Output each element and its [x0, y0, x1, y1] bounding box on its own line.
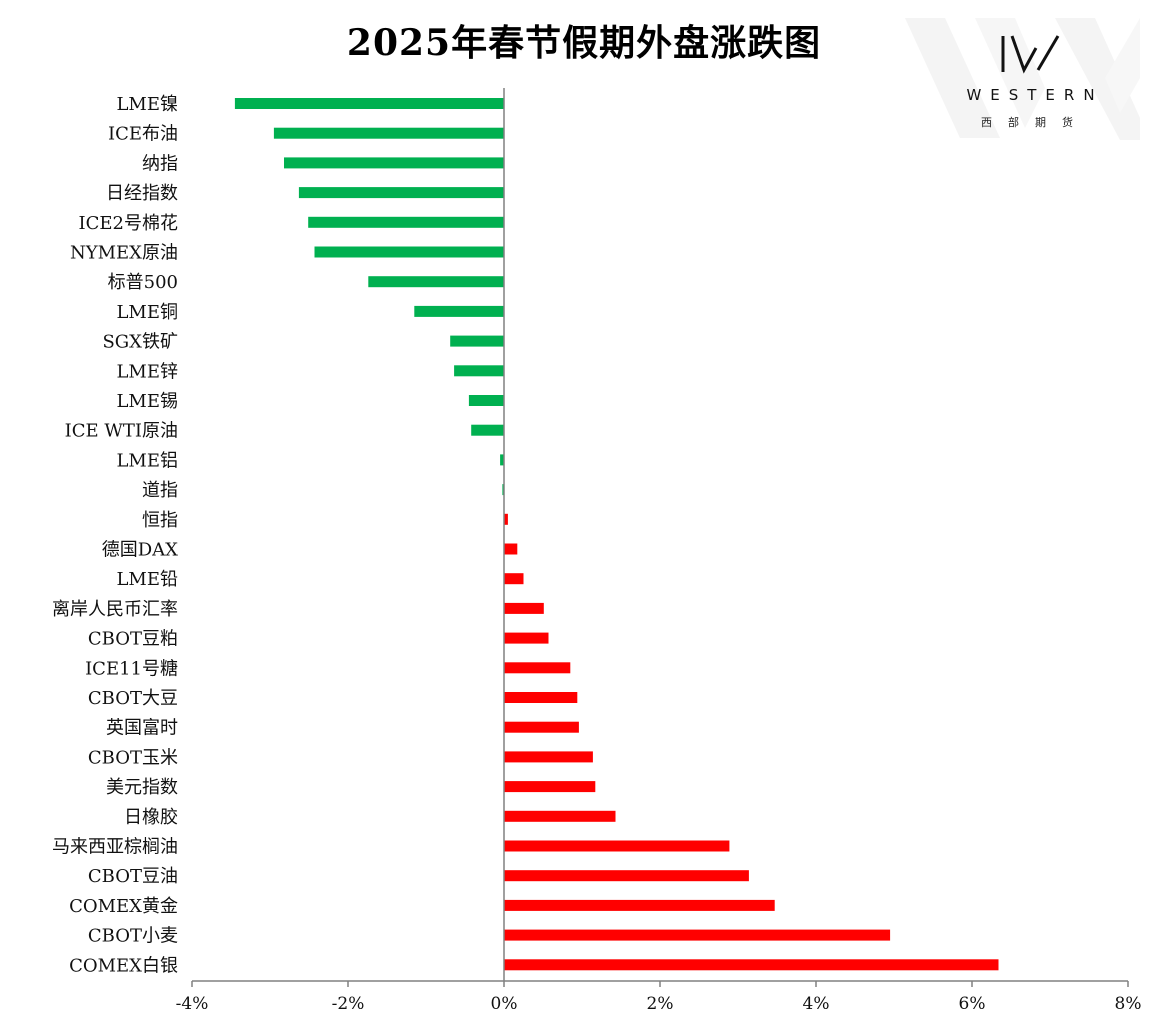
- bar: [504, 870, 749, 882]
- category-label: CBOT玉米: [88, 747, 178, 768]
- logo-watermark-graphic: [905, 18, 1140, 140]
- bar: [504, 840, 730, 852]
- bar: [234, 98, 504, 109]
- bar: [504, 632, 549, 644]
- x-tick-label: 4%: [803, 994, 830, 1014]
- bar: [368, 276, 504, 288]
- category-label: ICE WTI原油: [65, 421, 178, 442]
- category-label: LME铜: [116, 302, 178, 323]
- bar: [314, 246, 504, 258]
- category-label: 恒指: [142, 510, 178, 531]
- category-label: 美元指数: [106, 777, 178, 798]
- category-label: LME铝: [116, 450, 178, 471]
- category-label: 纳指: [142, 153, 178, 174]
- western-w-icon: [1001, 35, 1060, 74]
- category-label: NYMEX原油: [70, 243, 178, 264]
- x-tick-label: 6%: [959, 994, 986, 1014]
- bar: [504, 573, 524, 585]
- category-label: 标普500: [108, 272, 178, 293]
- category-label: CBOT豆粕: [88, 629, 178, 650]
- logo-subtitle: 西部期货: [981, 116, 1089, 129]
- bar: [450, 335, 504, 347]
- category-label: 日经指数: [106, 183, 178, 204]
- category-label: 道指: [142, 480, 178, 501]
- bar: [298, 187, 504, 199]
- bar: [308, 216, 504, 228]
- x-tick-label: -4%: [176, 994, 209, 1014]
- bar: [504, 929, 891, 941]
- bar: [504, 692, 578, 703]
- x-tick-label: 0%: [491, 994, 518, 1014]
- category-label: 日橡胶: [124, 807, 178, 828]
- bar: [468, 395, 504, 406]
- bar: [500, 454, 504, 466]
- bar: [454, 365, 504, 377]
- bar: [471, 424, 504, 436]
- bar: [504, 543, 518, 555]
- category-label: CBOT豆油: [88, 866, 178, 887]
- x-tick-label: -2%: [332, 994, 365, 1014]
- bar: [504, 899, 775, 911]
- category-label: 马来西亚棕榈油: [52, 837, 178, 858]
- bar: [284, 157, 504, 169]
- bar: [504, 810, 616, 822]
- category-label: 英国富时: [106, 718, 178, 739]
- bar: [504, 781, 596, 793]
- chart-title: 2025年春节假期外盘涨跌图: [346, 22, 822, 64]
- bar: [273, 127, 504, 139]
- western-logo: WESTERN 西部期货: [905, 18, 1140, 140]
- bar: [504, 959, 999, 971]
- category-label: 离岸人民币汇率: [52, 599, 178, 620]
- category-label: CBOT大豆: [88, 688, 178, 709]
- category-label: LME锌: [116, 361, 178, 382]
- bar: [504, 751, 593, 763]
- category-label: ICE2号棉花: [79, 213, 178, 234]
- category-label: 德国DAX: [102, 540, 178, 561]
- category-label: ICE11号糖: [85, 658, 178, 679]
- bar: [414, 305, 504, 317]
- category-label: COMEX黄金: [69, 896, 178, 917]
- category-label: LME镍: [116, 94, 178, 115]
- bar: [504, 602, 544, 614]
- logo-wordmark: WESTERN: [966, 86, 1104, 104]
- x-tick-label: 8%: [1115, 994, 1142, 1014]
- category-label: LME铅: [116, 569, 178, 590]
- category-label: CBOT小麦: [88, 926, 178, 947]
- bar: [504, 513, 508, 525]
- bar: [504, 662, 571, 674]
- x-tick-label: 2%: [647, 994, 674, 1014]
- bar: [504, 721, 579, 733]
- category-label: LME锡: [116, 391, 178, 412]
- bar: [502, 484, 504, 496]
- category-label: SGX铁矿: [102, 332, 178, 353]
- category-label: ICE布油: [108, 124, 178, 145]
- category-label: COMEX白银: [69, 955, 178, 976]
